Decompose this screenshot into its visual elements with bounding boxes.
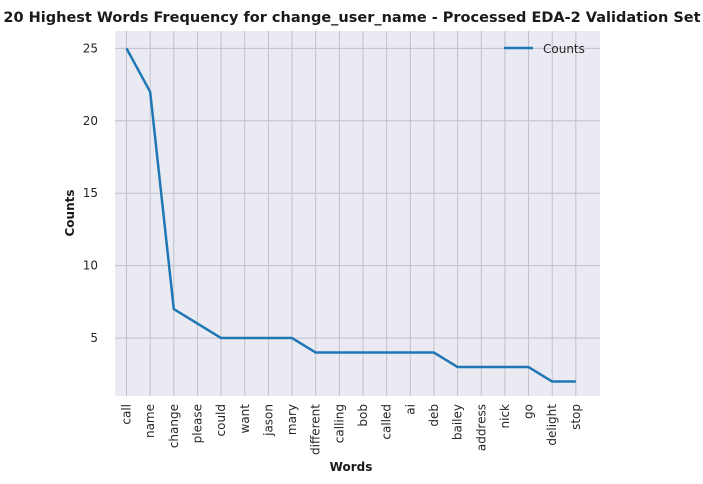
x-tick-label: calling [332, 404, 346, 443]
x-tick-label: want [238, 404, 252, 434]
legend-label-counts: Counts [543, 42, 585, 56]
y-axis-ticks: 5 10 15 20 25 [83, 41, 98, 345]
x-tick-label: go [522, 404, 536, 419]
x-tick-label: please [190, 404, 204, 443]
x-tick-label: delight [545, 404, 559, 446]
x-tick-label: change [167, 404, 181, 448]
y-tick-label: 20 [83, 114, 98, 128]
series-layer [125, 47, 576, 383]
x-tick-label: could [214, 404, 228, 437]
x-axis-ticks: call name change please could want jason mary di… [120, 404, 583, 455]
x-tick-label: nick [498, 404, 512, 429]
x-tick-label: bob [356, 404, 370, 427]
series-line-counts [125, 47, 576, 383]
x-tick-label: stop [569, 404, 583, 430]
x-tick-label: jason [261, 404, 275, 437]
y-tick-label: 5 [90, 331, 98, 345]
y-tick-label: 15 [83, 186, 98, 200]
chart-title: 20 Highest Words Frequency for change_us… [3, 10, 700, 26]
x-tick-label: mary [285, 404, 299, 435]
y-axis-label: Counts [63, 189, 77, 236]
x-tick-label: deb [427, 404, 441, 427]
x-tick-label: different [309, 404, 323, 455]
x-axis-label: Words [330, 460, 373, 474]
legend: Counts [504, 42, 585, 56]
y-tick-label: 10 [83, 259, 98, 273]
x-tick-label: bailey [451, 404, 465, 440]
x-tick-label: address [474, 404, 488, 451]
x-tick-label: called [380, 404, 394, 440]
grid-lines [115, 31, 600, 396]
x-tick-label: ai [403, 404, 417, 415]
y-tick-label: 25 [83, 41, 98, 55]
x-tick-label: call [120, 404, 134, 425]
plot-area [115, 31, 600, 396]
x-tick-label: name [143, 404, 157, 438]
